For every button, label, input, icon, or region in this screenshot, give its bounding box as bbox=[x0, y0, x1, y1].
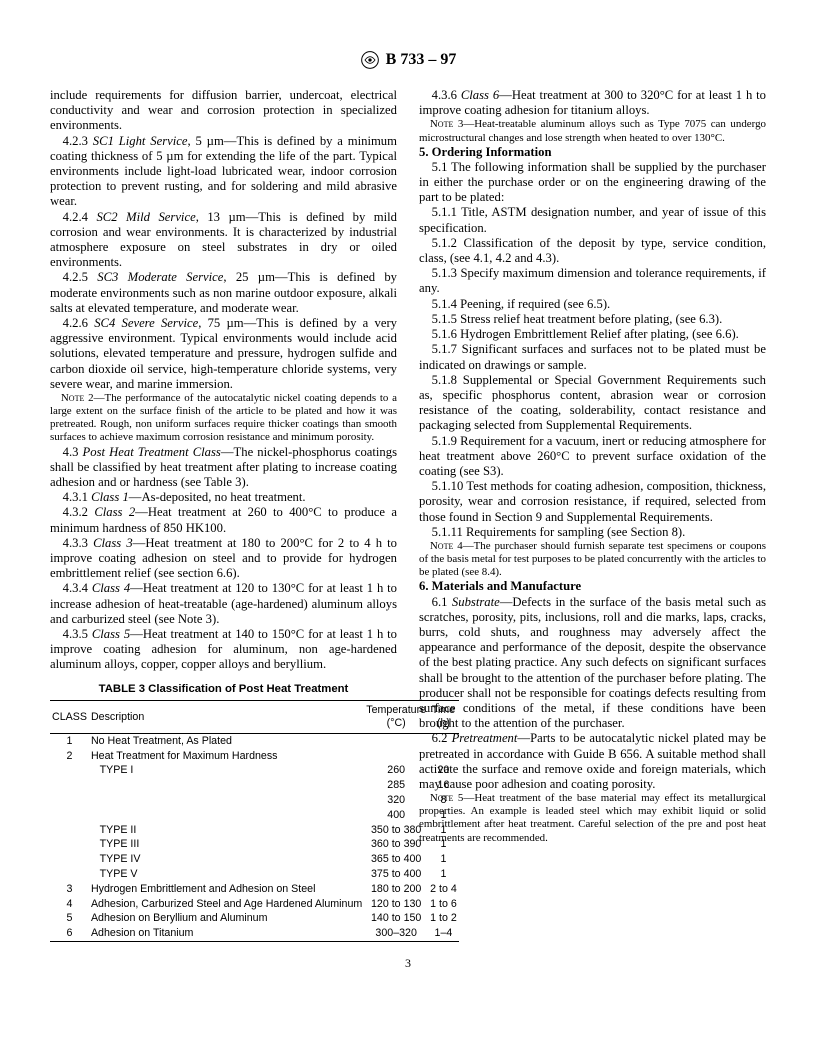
cell bbox=[50, 793, 89, 808]
table-row: TYPE IV365 to 4001 bbox=[50, 852, 459, 867]
table-row: 3Hydrogen Embrittlement and Adhesion on … bbox=[50, 882, 459, 897]
para: include requirements for diffusion barri… bbox=[50, 88, 397, 134]
cell: Adhesion on Titanium bbox=[89, 926, 364, 941]
cell bbox=[89, 808, 364, 823]
para: 4.3 Post Heat Treatment Class—The nickel… bbox=[50, 445, 397, 491]
note: Note 4—The purchaser should furnish sepa… bbox=[419, 540, 766, 579]
table-row: 28516 bbox=[50, 778, 459, 793]
cell: 1–4 bbox=[428, 926, 459, 941]
table-row: 6Adhesion on Titanium300–3201–4 bbox=[50, 926, 459, 941]
cell: Adhesion on Beryllium and Aluminum bbox=[89, 911, 364, 926]
cell bbox=[50, 852, 89, 867]
para: 5.1.11 Requirements for sampling (see Se… bbox=[419, 525, 766, 540]
cell: Adhesion, Carburized Steel and Age Harde… bbox=[89, 897, 364, 912]
para: 4.3.2 Class 2—Heat treatment at 260 to 4… bbox=[50, 505, 397, 535]
table-row: 5Adhesion on Beryllium and Aluminum140 t… bbox=[50, 911, 459, 926]
page-header: B 733 – 97 bbox=[50, 50, 766, 70]
table: CLASS Description Temperature (°C) Time … bbox=[50, 700, 459, 942]
cell: 4 bbox=[50, 897, 89, 912]
cell: 1 to 6 bbox=[428, 897, 459, 912]
para: 6.2 Pretreatment—Parts to be autocatalyt… bbox=[419, 731, 766, 792]
table-row: 4001 bbox=[50, 808, 459, 823]
para: 4.2.3 SC1 Light Service, 5 µm—This is de… bbox=[50, 134, 397, 210]
para: 5.1.7 Significant surfaces and surfaces … bbox=[419, 342, 766, 372]
table-row: TYPE II350 to 3801 bbox=[50, 823, 459, 838]
cell: Hydrogen Embrittlement and Adhesion on S… bbox=[89, 882, 364, 897]
para: 4.2.4 SC2 Mild Service, 13 µm—This is de… bbox=[50, 210, 397, 271]
astm-logo-icon bbox=[360, 50, 380, 70]
table-row: 4Adhesion, Carburized Steel and Age Hard… bbox=[50, 897, 459, 912]
cell: 1 bbox=[50, 733, 89, 748]
para: 4.2.5 SC3 Moderate Service, 25 µm—This i… bbox=[50, 270, 397, 316]
para: 5.1.4 Peening, if required (see 6.5). bbox=[419, 297, 766, 312]
cell: 3 bbox=[50, 882, 89, 897]
table-row: 1No Heat Treatment, As Plated bbox=[50, 733, 459, 748]
cell bbox=[50, 823, 89, 838]
table-row: TYPE V375 to 4001 bbox=[50, 867, 459, 882]
table-row: TYPE III360 to 3901 bbox=[50, 837, 459, 852]
para: 5.1.9 Requirement for a vacuum, inert or… bbox=[419, 434, 766, 480]
cell bbox=[50, 837, 89, 852]
table-row: 2Heat Treatment for Maximum Hardness bbox=[50, 749, 459, 764]
note: Note 5—Heat treatment of the base materi… bbox=[419, 792, 766, 845]
table-row: TYPE I26020 bbox=[50, 763, 459, 778]
note: Note 2—The performance of the autocataly… bbox=[50, 392, 397, 445]
cell: 140 to 150 bbox=[364, 911, 428, 926]
para: 5.1.2 Classification of the deposit by t… bbox=[419, 236, 766, 266]
table-title: TABLE 3 Classification of Post Heat Trea… bbox=[50, 683, 397, 697]
para: 4.3.6 Class 6—Heat treatment at 300 to 3… bbox=[419, 88, 766, 118]
cell: TYPE III bbox=[89, 837, 364, 852]
th-class: CLASS bbox=[50, 701, 89, 734]
cell: 2 bbox=[50, 749, 89, 764]
cell: 365 to 400 bbox=[364, 852, 428, 867]
para: 6.1 Substrate—Defects in the surface of … bbox=[419, 595, 766, 732]
th-desc: Description bbox=[89, 701, 364, 734]
designation: B 733 – 97 bbox=[386, 50, 457, 69]
para: 5.1.5 Stress relief heat treatment befor… bbox=[419, 312, 766, 327]
para: 4.2.6 SC4 Severe Service, 75 µm—This is … bbox=[50, 316, 397, 392]
cell: TYPE V bbox=[89, 867, 364, 882]
table-row: 3208 bbox=[50, 793, 459, 808]
para: 5.1.6 Hydrogen Embrittlement Relief afte… bbox=[419, 327, 766, 342]
body-columns: include requirements for diffusion barri… bbox=[50, 88, 766, 942]
section-6-head: 6. Materials and Manufacture bbox=[419, 579, 766, 594]
cell bbox=[50, 778, 89, 793]
table-3: TABLE 3 Classification of Post Heat Trea… bbox=[50, 683, 397, 942]
para: 5.1 The following information shall be s… bbox=[419, 160, 766, 206]
page-number: 3 bbox=[50, 956, 766, 970]
cell bbox=[50, 763, 89, 778]
cell: 375 to 400 bbox=[364, 867, 428, 882]
cell: 1 to 2 bbox=[428, 911, 459, 926]
para: 5.1.3 Specify maximum dimension and tole… bbox=[419, 266, 766, 296]
cell: Heat Treatment for Maximum Hardness bbox=[89, 749, 364, 764]
para: 4.3.4 Class 4—Heat treatment at 120 to 1… bbox=[50, 581, 397, 627]
para: 4.3.5 Class 5—Heat treatment at 140 to 1… bbox=[50, 627, 397, 673]
cell: 300–320 bbox=[364, 926, 428, 941]
cell: 1 bbox=[428, 852, 459, 867]
cell: 2 to 4 bbox=[428, 882, 459, 897]
cell: TYPE I bbox=[89, 763, 364, 778]
para: 5.1.1 Title, ASTM designation number, an… bbox=[419, 205, 766, 235]
para: 4.3.3 Class 3—Heat treatment at 180 to 2… bbox=[50, 536, 397, 582]
cell: 5 bbox=[50, 911, 89, 926]
cell: No Heat Treatment, As Plated bbox=[89, 733, 364, 748]
note: Note 3—Heat-treatable aluminum alloys su… bbox=[419, 118, 766, 144]
section-5-head: 5. Ordering Information bbox=[419, 145, 766, 160]
cell bbox=[89, 793, 364, 808]
para: 5.1.8 Supplemental or Special Government… bbox=[419, 373, 766, 434]
cell: 6 bbox=[50, 926, 89, 941]
cell bbox=[89, 778, 364, 793]
para: 4.3.1 Class 1—As-deposited, no heat trea… bbox=[50, 490, 397, 505]
cell: TYPE IV bbox=[89, 852, 364, 867]
para: 5.1.10 Test methods for coating adhesion… bbox=[419, 479, 766, 525]
cell: 120 to 130 bbox=[364, 897, 428, 912]
cell bbox=[50, 867, 89, 882]
cell: 180 to 200 bbox=[364, 882, 428, 897]
cell bbox=[50, 808, 89, 823]
cell: 1 bbox=[428, 867, 459, 882]
cell: TYPE II bbox=[89, 823, 364, 838]
